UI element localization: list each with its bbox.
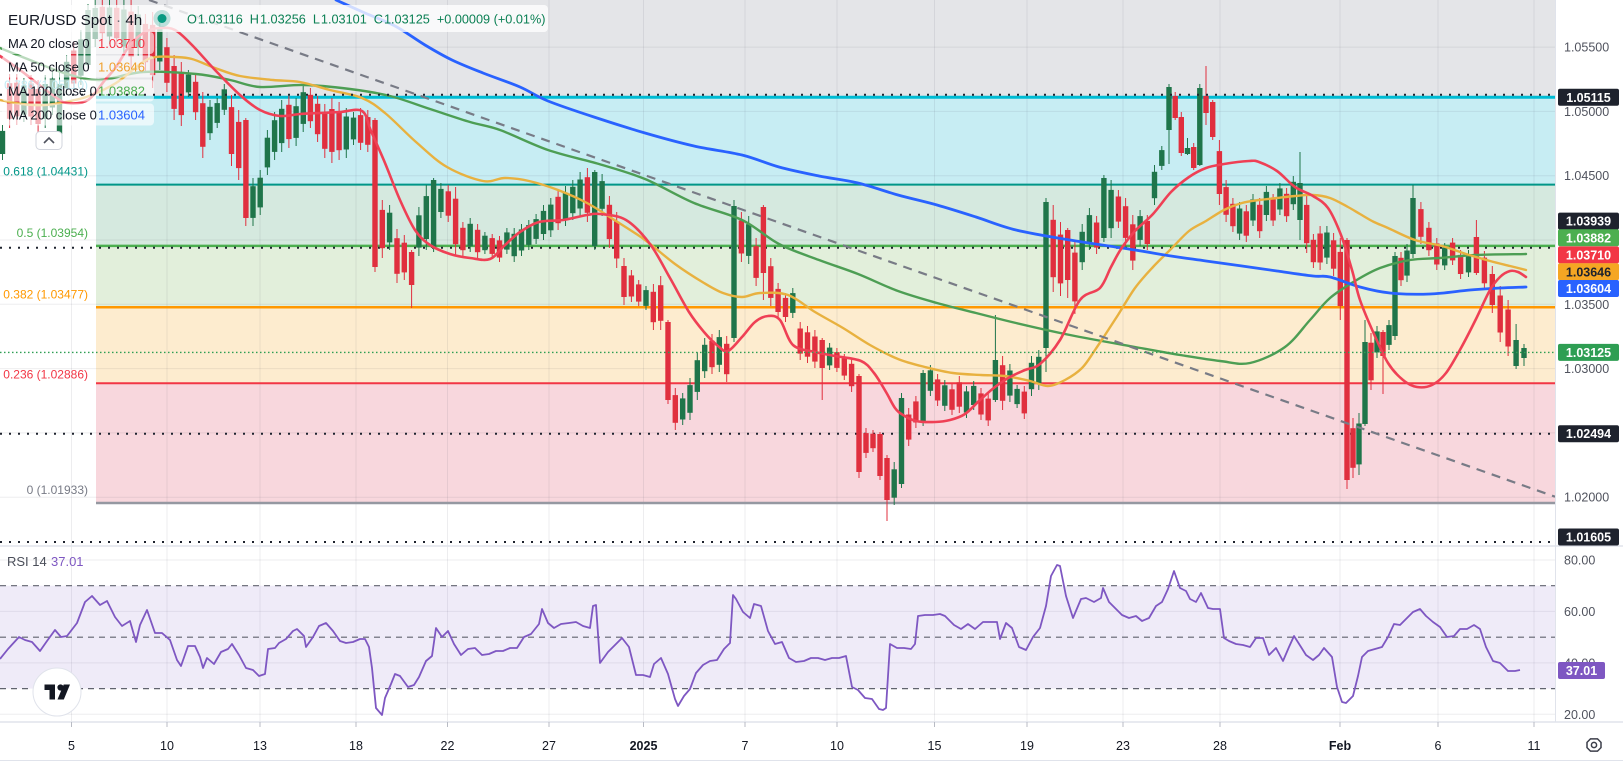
svg-text:80.00: 80.00 [1564,554,1595,568]
svg-text:20.00: 20.00 [1564,708,1595,722]
svg-text:18: 18 [349,739,363,753]
svg-text:7: 7 [742,739,749,753]
svg-text:1.05500: 1.05500 [1564,41,1609,55]
svg-text:1.02494: 1.02494 [1566,427,1611,441]
svg-text:1.03500: 1.03500 [1564,298,1609,312]
svg-text:13: 13 [253,739,267,753]
svg-text:0.382 (1.03477): 0.382 (1.03477) [3,287,88,301]
svg-text:5: 5 [68,739,75,753]
svg-text:0.618 (1.04431): 0.618 (1.04431) [3,165,88,179]
svg-text:6: 6 [1435,739,1442,753]
svg-text:1.03939: 1.03939 [1566,215,1611,229]
svg-text:1.01605: 1.01605 [1566,531,1611,545]
svg-text:22: 22 [441,739,455,753]
svg-text:37.01: 37.01 [1566,664,1597,678]
svg-text:MA 100 close 0: MA 100 close 0 [8,84,97,99]
svg-text:RSI 14: RSI 14 [7,554,47,569]
svg-text:1.04500: 1.04500 [1564,169,1609,183]
svg-text:23: 23 [1116,739,1130,753]
svg-text:10: 10 [160,739,174,753]
svg-text:MA 20 close 0: MA 20 close 0 [8,36,90,51]
svg-text:1.03710: 1.03710 [1566,248,1611,262]
svg-text:28: 28 [1213,739,1227,753]
svg-text:27: 27 [542,739,556,753]
svg-text:37.01: 37.01 [51,554,84,569]
svg-text:2025: 2025 [630,739,658,753]
svg-text:0 (1.01933): 0 (1.01933) [27,483,88,497]
svg-text:0.5 (1.03954): 0.5 (1.03954) [17,226,88,240]
svg-text:0.236 (1.02886): 0.236 (1.02886) [3,367,88,381]
svg-text:11: 11 [1528,739,1541,753]
svg-text:19: 19 [1020,739,1034,753]
svg-text:1.03646: 1.03646 [98,60,145,75]
svg-text:10: 10 [830,739,844,753]
svg-text:MA 200 close 0: MA 200 close 0 [8,108,97,123]
svg-text:1.03604: 1.03604 [1566,282,1611,296]
svg-text:60.00: 60.00 [1564,605,1595,619]
svg-text:1.03882: 1.03882 [1566,231,1611,245]
svg-text:Feb: Feb [1329,739,1352,753]
svg-text:1.03125: 1.03125 [1566,346,1611,360]
svg-text:1.05000: 1.05000 [1564,105,1609,119]
svg-text:15: 15 [928,739,942,753]
svg-text:1.03646: 1.03646 [1566,265,1611,279]
svg-text:1.03000: 1.03000 [1564,362,1609,376]
svg-text:1.03882: 1.03882 [98,84,145,99]
svg-text:1.03604: 1.03604 [98,108,145,123]
svg-text:EUR/USD Spot · 4h: EUR/USD Spot · 4h [8,12,142,29]
svg-text:1.02000: 1.02000 [1564,491,1609,505]
svg-text:1.03710: 1.03710 [98,36,145,51]
svg-text:MA 50 close 0: MA 50 close 0 [8,60,90,75]
svg-text:1.05115: 1.05115 [1566,91,1611,105]
